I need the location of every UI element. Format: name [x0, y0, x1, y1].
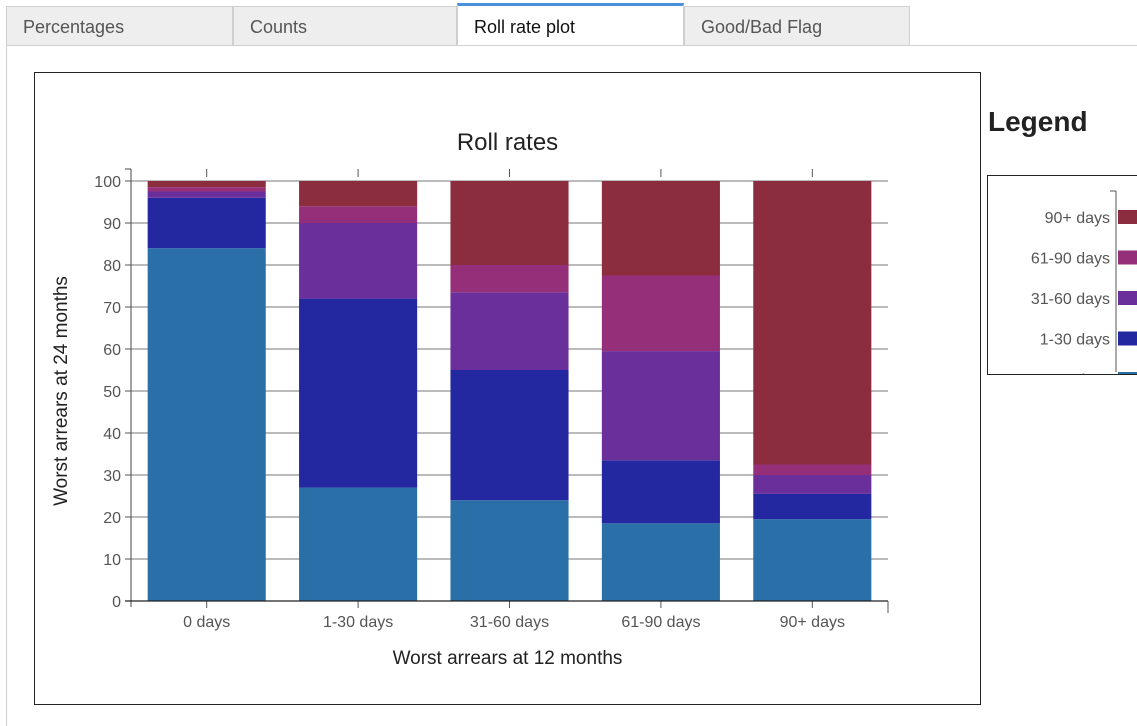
- legend-label: 31-60 days: [1031, 291, 1110, 308]
- bar-segment: [601, 523, 720, 601]
- bar-segment: [450, 370, 569, 501]
- y-tick-label: 60: [103, 342, 121, 359]
- legend-label: 90+ days: [1045, 210, 1110, 227]
- bar-segment: [601, 181, 720, 276]
- bar-segment: [601, 351, 720, 461]
- bar-segment: [147, 187, 266, 192]
- legend-label: 0 days: [1063, 372, 1110, 375]
- bar-segment: [299, 223, 418, 299]
- y-tick-label: 40: [103, 426, 121, 443]
- tab-percentages[interactable]: Percentages: [6, 6, 233, 45]
- bar-segment: [753, 493, 872, 520]
- bar-segment: [299, 206, 418, 223]
- legend-swatch: [1118, 210, 1137, 224]
- y-tick-label: 30: [103, 468, 121, 485]
- x-tick-label: 0 days: [183, 614, 230, 631]
- bar-segment: [147, 197, 266, 249]
- bar-segment: [753, 181, 872, 465]
- bar-segment: [299, 298, 418, 488]
- bar-segment: [450, 292, 569, 370]
- bar-segment: [147, 191, 266, 198]
- bar-segment: [753, 519, 872, 601]
- bar-segment: [299, 487, 418, 601]
- tab-bar: Percentages Counts Roll rate plot Good/B…: [6, 0, 910, 46]
- legend-label: 1-30 days: [1040, 332, 1110, 349]
- bar-segment: [753, 475, 872, 494]
- y-tick-label: 70: [103, 300, 121, 317]
- bar-segment: [147, 181, 266, 188]
- bar-segment: [601, 275, 720, 352]
- roll-rate-chart: 0 days 1-30 days 31-60 days 61-90 days 90+ d…: [51, 129, 889, 669]
- chart-container: 0 days 1-30 days 31-60 days 61-90 days 90+ d…: [34, 72, 981, 705]
- tab-roll-rate-plot[interactable]: Roll rate plot: [457, 3, 684, 46]
- bar-segment: [450, 181, 569, 265]
- bar-segment: [450, 265, 569, 293]
- x-tick-label: 90+ days: [780, 614, 845, 631]
- bar-segment: [450, 500, 569, 601]
- legend-label: 61-90 days: [1031, 251, 1110, 268]
- tab-divider: [6, 45, 1137, 46]
- bar-segment: [753, 464, 872, 475]
- chart-title: Roll rates: [457, 129, 558, 156]
- x-tick-label: 1-30 days: [323, 614, 393, 631]
- y-tick-label: 20: [103, 510, 121, 527]
- legend-container: 90+ days 61-90 days 31-60 days 1-30 days 0 d…: [987, 175, 1137, 375]
- y-tick-label: 10: [103, 552, 121, 569]
- x-tick-label: 31-60 days: [470, 614, 549, 631]
- bar-segment: [147, 248, 266, 601]
- legend-swatch: [1118, 331, 1137, 346]
- legend-swatch: [1118, 372, 1137, 374]
- legend-title: Legend: [988, 106, 1088, 137]
- legend-chart: 90+ days 61-90 days 31-60 days 1-30 days 0 d…: [1031, 190, 1137, 375]
- bar-segment: [601, 460, 720, 524]
- bar-segment: [299, 181, 418, 207]
- legend-swatch: [1118, 250, 1137, 265]
- y-tick-label: 50: [103, 384, 121, 401]
- panel-border: [6, 45, 7, 726]
- y-tick-label: 80: [103, 258, 121, 275]
- y-tick-label: 90: [103, 216, 121, 233]
- x-axis-label: Worst arrears at 12 months: [393, 648, 623, 669]
- y-tick-label: 100: [94, 174, 121, 191]
- y-axis-label: Worst arrears at 24 months: [51, 276, 72, 506]
- tab-good-bad-flag[interactable]: Good/Bad Flag: [684, 6, 910, 45]
- y-tick-label: 0: [112, 594, 121, 611]
- x-tick-label: 61-90 days: [621, 614, 700, 631]
- legend-swatch: [1118, 291, 1137, 305]
- tab-counts[interactable]: Counts: [233, 6, 457, 45]
